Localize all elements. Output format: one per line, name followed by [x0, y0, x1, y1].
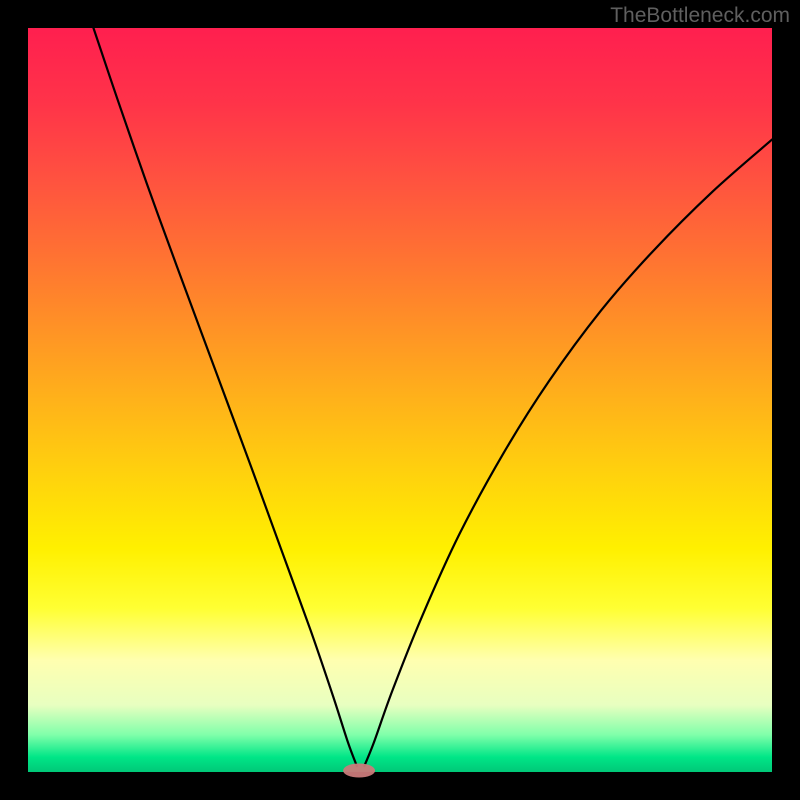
bottleneck-chart	[0, 0, 800, 800]
plot-background	[28, 28, 772, 772]
valley-marker	[343, 764, 375, 778]
watermark-text: TheBottleneck.com	[610, 4, 790, 28]
